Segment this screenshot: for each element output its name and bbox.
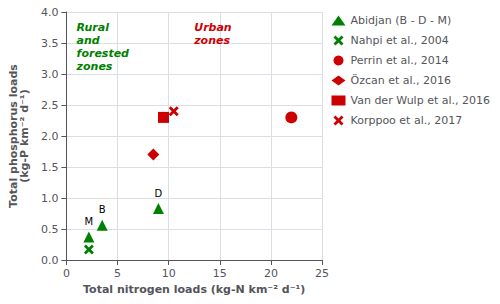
- svg-text:M: M: [85, 216, 94, 227]
- svg-text:Van der Wulp et al., 2016: Van der Wulp et al., 2016: [351, 94, 491, 107]
- svg-text:B: B: [99, 204, 106, 215]
- svg-text:Abidjan (B - D - M): Abidjan (B - D - M): [351, 14, 452, 27]
- svg-text:Urban: Urban: [194, 21, 232, 34]
- svg-text:1.5: 1.5: [41, 161, 59, 174]
- svg-text:(kg-P km⁻² d⁻¹): (kg-P km⁻² d⁻¹): [18, 89, 31, 182]
- svg-text:15: 15: [213, 267, 227, 280]
- svg-text:and: and: [77, 34, 100, 47]
- svg-text:0: 0: [63, 267, 70, 280]
- svg-text:3.5: 3.5: [41, 37, 59, 50]
- svg-text:10: 10: [162, 267, 176, 280]
- svg-text:Total nitrogen loads (kg-N km⁻: Total nitrogen loads (kg-N km⁻² d⁻¹): [83, 283, 305, 296]
- svg-text:25: 25: [315, 267, 329, 280]
- svg-text:0.5: 0.5: [41, 223, 59, 236]
- svg-text:zones: zones: [193, 34, 230, 47]
- svg-text:1.0: 1.0: [41, 192, 59, 205]
- svg-text:3.0: 3.0: [41, 68, 59, 81]
- svg-text:Rural: Rural: [77, 21, 110, 34]
- svg-text:Nahpi et al., 2004: Nahpi et al., 2004: [351, 34, 449, 47]
- svg-text:Perrin et al., 2014: Perrin et al., 2014: [351, 54, 449, 67]
- svg-text:2.0: 2.0: [41, 130, 59, 143]
- svg-text:zones: zones: [76, 60, 113, 73]
- svg-text:Total phosphorus loads: Total phosphorus loads: [7, 64, 20, 208]
- svg-text:Özcan et al., 2016: Özcan et al., 2016: [351, 74, 452, 87]
- svg-text:0.0: 0.0: [41, 254, 59, 267]
- svg-text:Korppoo et al., 2017: Korppoo et al., 2017: [351, 114, 463, 127]
- svg-text:5: 5: [114, 267, 121, 280]
- svg-text:4.0: 4.0: [41, 6, 59, 19]
- svg-text:2.5: 2.5: [41, 99, 59, 112]
- svg-text:D: D: [155, 188, 163, 199]
- svg-text:forested: forested: [77, 47, 129, 60]
- svg-text:20: 20: [264, 267, 278, 280]
